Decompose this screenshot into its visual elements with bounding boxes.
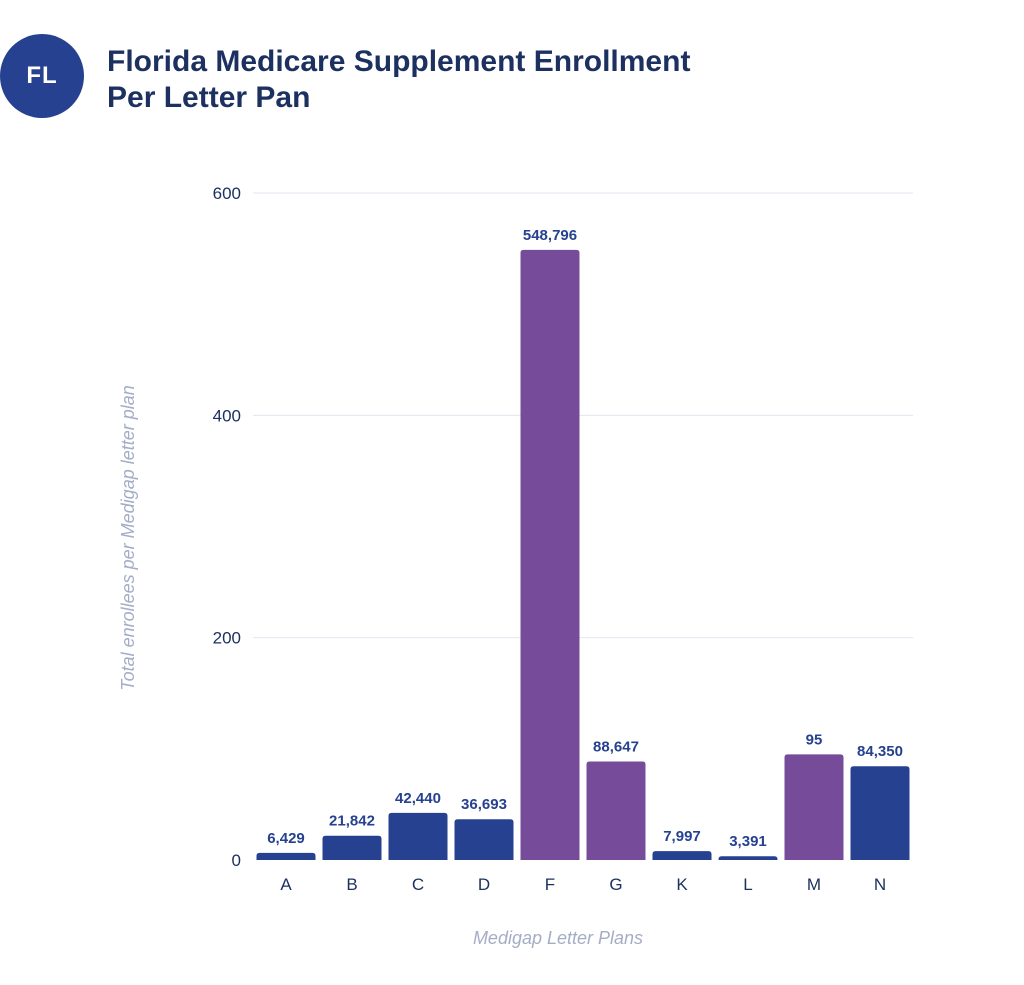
state-badge: FL <box>0 34 84 118</box>
y-tick-label: 400 <box>213 406 241 425</box>
x-tick-label-g: G <box>609 875 622 894</box>
bar-k <box>652 851 712 860</box>
data-labels: 6,429 21,842 42,440 36,693 548,796 88,647 7,99… <box>267 227 903 850</box>
x-tick-label-b: B <box>346 875 357 894</box>
data-label-n: 84,350 <box>857 743 903 760</box>
x-tick-label-l: L <box>743 875 752 894</box>
data-label-b: 21,842 <box>329 813 375 830</box>
bar-d <box>454 819 514 860</box>
x-axis-title: Medigap Letter Plans <box>473 928 643 948</box>
bar-m <box>784 754 844 860</box>
data-label-l: 3,391 <box>729 833 767 850</box>
bar-b <box>322 835 382 860</box>
data-label-c: 42,440 <box>395 790 441 807</box>
chart-title-line-2: Per Letter Pan <box>107 81 311 114</box>
data-label-g: 88,647 <box>593 738 639 755</box>
data-label-k: 7,997 <box>663 828 701 845</box>
chart-title-line-1: Florida Medicare Supplement Enrollment <box>107 45 691 78</box>
y-axis-ticks: 0 200 400 600 <box>213 184 241 870</box>
bar-n <box>850 766 910 860</box>
bar-a <box>256 852 316 860</box>
state-abbreviation: FL <box>26 62 58 89</box>
x-tick-label-a: A <box>280 875 292 894</box>
x-tick-label-d: D <box>478 875 490 894</box>
x-tick-label-n: N <box>874 875 886 894</box>
y-tick-label: 0 <box>232 851 241 870</box>
grid-lines <box>253 192 913 639</box>
x-tick-label-k: K <box>676 875 688 894</box>
data-label-a: 6,429 <box>267 830 305 847</box>
data-label-d: 36,693 <box>461 796 507 813</box>
x-tick-label-f: F <box>545 875 555 894</box>
x-tick-label-c: C <box>412 875 424 894</box>
chart-title: Florida Medicare Supplement Enrollment P… <box>107 44 690 116</box>
y-axis-title: Total enrollees per Medigap letter plan <box>118 385 138 691</box>
bars <box>256 249 910 861</box>
bar-g <box>586 761 646 860</box>
bar-f <box>520 249 580 861</box>
x-tick-label-m: M <box>807 875 821 894</box>
data-label-m: 95 <box>806 731 823 748</box>
y-tick-label: 600 <box>213 184 241 203</box>
bar-l <box>718 856 778 860</box>
bar-c <box>388 812 448 860</box>
data-label-f: 548,796 <box>523 227 577 244</box>
y-tick-label: 200 <box>213 629 241 648</box>
